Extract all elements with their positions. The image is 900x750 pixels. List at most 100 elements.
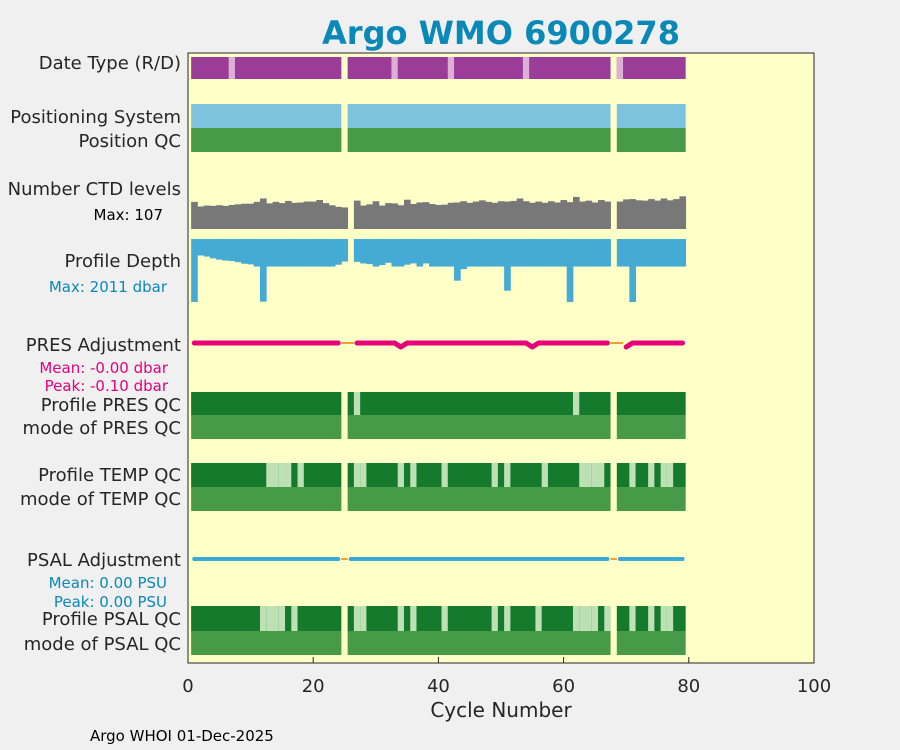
profile_temp_qc-flag-cycle-51	[504, 463, 511, 487]
ctd-bar-cycle-30	[372, 201, 380, 229]
depth-bar-cycle-55	[529, 239, 536, 267]
row-label-profile-psal-qc: Profile PSAL QC	[42, 609, 181, 630]
ctd-bar-cycle-79	[679, 196, 687, 229]
ctd-bar-cycle-31	[378, 205, 386, 229]
depth-bar-cycle-28	[360, 239, 367, 264]
row-label-ctd-levels: Number CTD levels	[8, 179, 181, 200]
ctd-bar-cycle-17	[291, 202, 298, 229]
depth-bar-cycle-40	[435, 239, 442, 267]
mode_temp_qc-segment-2	[616, 487, 686, 511]
depth-bar-cycle-1	[191, 239, 198, 302]
profile_psal_qc-flag-cycle-12	[259, 606, 267, 631]
row-label-psal-adjustment: PSAL Adjustment	[27, 550, 181, 571]
mode_psal_qc-segment-0	[191, 631, 342, 655]
profile_temp_qc-flag-cycle-71	[629, 463, 636, 487]
profile_temp_qc-flag-cycle-63	[579, 463, 586, 487]
depth-bar-cycle-13	[266, 239, 273, 267]
ctd-bar-cycle-47	[479, 200, 486, 229]
mode_pres_qc-segment-2	[616, 415, 686, 439]
ctd-bar-cycle-77	[666, 200, 674, 229]
ctd-bar-cycle-9	[241, 203, 248, 229]
ctd-bar-cycle-51	[504, 201, 511, 229]
mode_temp_qc-segment-1	[347, 487, 611, 511]
ctd-bar-cycle-29	[366, 204, 374, 229]
ctd-bar-cycle-10	[247, 203, 255, 229]
row-label-profile-pres-qc: Profile PRES QC	[41, 395, 181, 416]
profile_psal_qc-flag-cycle-76	[660, 606, 667, 631]
depth-bar-cycle-22	[322, 239, 330, 267]
depth-bar-cycle-38	[422, 239, 430, 264]
ctd-bar-cycle-34	[397, 205, 405, 229]
mode_psal_qc-segment-2	[616, 631, 686, 655]
depth-bar-cycle-11	[253, 239, 261, 267]
date_type-segment-1	[347, 57, 611, 79]
depth-bar-cycle-16	[285, 239, 292, 267]
ctd-bar-cycle-5	[216, 205, 223, 229]
depth-bar-cycle-47	[479, 239, 486, 267]
ctd-bar-cycle-2	[197, 206, 205, 229]
depth-bar-cycle-8	[234, 239, 242, 263]
depth-bar-cycle-9	[241, 239, 248, 264]
profile_temp_qc-flag-cycle-34	[397, 463, 404, 487]
depth-bar-cycle-24	[335, 239, 342, 265]
ctd-bar-cycle-13	[266, 203, 273, 229]
depth-bar-cycle-73	[641, 239, 649, 267]
depth-bar-cycle-76	[660, 239, 668, 267]
position_qc-segment-1	[347, 128, 611, 152]
profile_psal_qc-segment-1	[347, 606, 611, 631]
ctd-bar-cycle-20	[310, 201, 317, 229]
depth-bar-cycle-35	[403, 239, 411, 265]
position_qc-segment-0	[191, 128, 342, 152]
depth-bar-cycle-65	[591, 239, 599, 267]
depth-bar-cycle-59	[554, 239, 561, 267]
depth-bar-cycle-77	[666, 239, 674, 267]
psal-peak-label: Peak: 0.00 PSU	[54, 593, 167, 611]
profile_psal_qc-flag-cycle-17	[291, 606, 298, 631]
pres-mean-label: Mean: -0.00 dbar	[39, 359, 169, 377]
depth-bar-cycle-57	[541, 239, 549, 267]
profile_psal_qc-flag-cycle-15	[278, 606, 286, 631]
date_type-flag-cycle-42	[447, 57, 455, 79]
ctd-bar-cycle-65	[591, 202, 599, 229]
depth-bar-cycle-58	[547, 239, 555, 267]
depth-bar-cycle-54	[522, 239, 530, 267]
depth-bar-cycle-64	[585, 239, 593, 267]
depth-bar-cycle-63	[579, 239, 586, 267]
ctd-bar-cycle-28	[360, 205, 367, 229]
plot-area	[187, 52, 815, 664]
ctd-bar-cycle-18	[297, 202, 305, 229]
profile_temp_qc-segment-1	[347, 463, 611, 487]
ctd-bar-cycle-12	[259, 198, 267, 229]
ctd-bar-cycle-42	[447, 202, 455, 229]
ctd-bar-cycle-57	[541, 202, 549, 229]
profile_temp_qc-flag-cycle-76	[660, 463, 667, 487]
profile_psal_qc-flag-cycle-62	[572, 606, 580, 631]
depth-bar-cycle-5	[216, 239, 223, 260]
depth-bar-cycle-29	[366, 239, 374, 265]
depth-bar-cycle-25	[341, 239, 349, 262]
profile_temp_qc-flag-cycle-74	[648, 463, 655, 487]
depth-bar-cycle-72	[635, 239, 643, 267]
depth-max-label: Max: 2011 dbar	[49, 278, 168, 296]
mode_pres_qc-segment-0	[191, 415, 342, 439]
profile_temp_qc-flag-cycle-36	[410, 463, 417, 487]
x-tick-label-80: 80	[677, 676, 700, 697]
row-label-profile-temp-qc: Profile TEMP QC	[38, 465, 181, 486]
ctd-bar-cycle-14	[272, 201, 280, 229]
depth-bar-cycle-50	[497, 239, 505, 267]
profile_psal_qc-flag-cycle-71	[629, 606, 636, 631]
ctd-bar-cycle-53	[516, 198, 524, 229]
ctd-bar-cycle-69	[616, 201, 624, 229]
profile_temp_qc-flag-cycle-64	[585, 463, 592, 487]
x-axis-ticks: 0 20 40 60 80 100	[182, 657, 831, 697]
ctd-bar-cycle-38	[422, 202, 430, 229]
depth-bar-cycle-33	[391, 239, 399, 267]
ctd-bar-cycle-1	[191, 201, 198, 229]
ctd-bar-cycle-62	[572, 196, 580, 229]
row-label-pres-adjustment: PRES Adjustment	[26, 335, 181, 356]
depth-bar-cycle-4	[209, 239, 217, 259]
ctd-bar-cycle-59	[554, 202, 561, 229]
ctd-bar-cycle-19	[303, 201, 311, 229]
mode_pres_qc-segment-1	[347, 415, 611, 439]
profile_psal_qc-flag-cycle-13	[266, 606, 273, 631]
